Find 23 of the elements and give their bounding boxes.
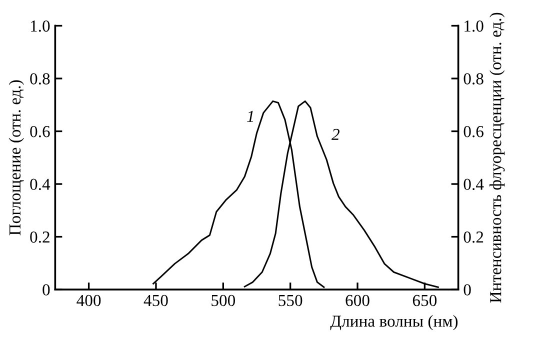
x-tick-label: 400 <box>76 294 101 306</box>
y2-tick-label: 0.6 <box>464 126 484 138</box>
series-label: 2 <box>332 128 340 140</box>
y-tick-label: 0.8 <box>30 73 50 85</box>
y-tick-label: 1.0 <box>30 20 50 32</box>
x-tick-label: 600 <box>346 294 370 306</box>
y2-tick-label: 0.8 <box>464 73 484 85</box>
x-tick-label: 450 <box>144 294 168 306</box>
series-label: 1 <box>247 110 254 122</box>
y-axis-title: Поглощение (отн. ед.) <box>8 80 24 236</box>
x-tick-label: 550 <box>278 294 302 306</box>
x-tick-label: 500 <box>212 294 236 306</box>
x-tick-label: 650 <box>412 294 437 306</box>
y-tick-label: 0.6 <box>30 126 50 138</box>
y2-tick-label: 0.2 <box>464 231 484 243</box>
y2-tick-label: 1.0 <box>464 20 484 32</box>
x-axis-title: Длина волны (нм) <box>330 315 458 330</box>
y2-tick-label: 0 <box>464 284 471 296</box>
y-tick-label: 0.4 <box>30 178 50 190</box>
y-tick-label: 0.2 <box>30 231 50 243</box>
y2-tick-label: 0.4 <box>464 178 484 190</box>
y2-axis-title: Интенсивность флуоресценции (отн. ед.) <box>490 12 505 303</box>
y-tick-label: 0 <box>42 284 50 296</box>
